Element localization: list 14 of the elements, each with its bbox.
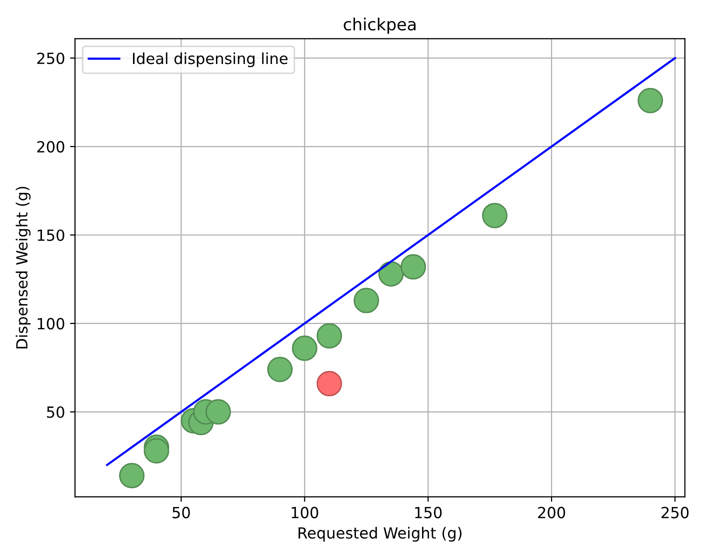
legend-label: Ideal dispensing line bbox=[133, 52, 288, 68]
x-tick-label: 150 bbox=[415, 506, 442, 518]
x-axis-title: Requested Weight (g) bbox=[298, 526, 462, 542]
y-tick-label: 150 bbox=[38, 229, 64, 242]
x-tick-label: 100 bbox=[292, 506, 318, 518]
y-tick-label: 50 bbox=[47, 406, 64, 418]
x-tick-label: 200 bbox=[538, 506, 566, 518]
x-tick-label: 50 bbox=[172, 506, 190, 518]
y-tick-label: 200 bbox=[37, 141, 64, 153]
x-tick-label: 250 bbox=[662, 506, 689, 518]
y-axis-title: Dispensed Weight (g) bbox=[16, 186, 31, 348]
y-tick-label: 250 bbox=[37, 52, 64, 64]
chart-title: chickpea bbox=[344, 18, 416, 34]
y-tick-label: 100 bbox=[38, 318, 64, 330]
